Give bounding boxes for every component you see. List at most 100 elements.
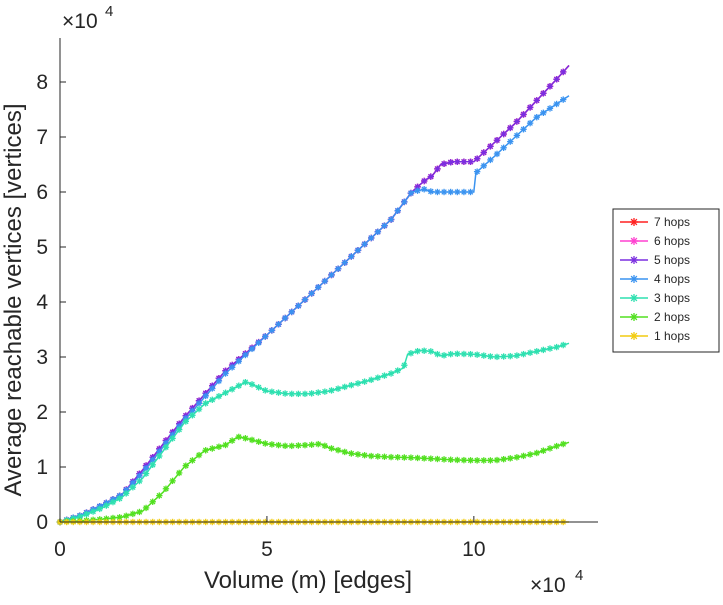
data-point — [493, 150, 501, 158]
x-ticks: 0 5 10 — [54, 516, 486, 561]
data-point — [149, 498, 156, 505]
legend-swatch-marker — [630, 275, 638, 283]
data-point — [427, 188, 435, 195]
data-point — [308, 441, 315, 448]
legend-label: 4 hops — [654, 272, 690, 286]
data-point — [493, 136, 501, 144]
data-point — [374, 228, 382, 236]
data-point — [275, 389, 282, 396]
data-point — [460, 158, 468, 165]
legend-swatch-marker — [630, 218, 638, 226]
data-point — [447, 350, 454, 358]
data-point — [540, 346, 547, 354]
data-point — [414, 454, 421, 462]
data-point — [401, 454, 408, 461]
data-point — [89, 508, 97, 515]
data-point — [321, 277, 329, 285]
data-point — [394, 454, 401, 461]
data-point — [341, 259, 348, 266]
data-point — [454, 456, 461, 464]
data-point — [215, 443, 223, 450]
data-point — [222, 441, 229, 449]
data-point — [493, 353, 501, 361]
data-point — [427, 348, 435, 355]
data-point — [553, 100, 560, 108]
data-point — [460, 456, 468, 464]
data-point — [401, 198, 408, 206]
legend-swatch-marker — [630, 332, 638, 340]
data-point — [195, 405, 203, 413]
data-point — [301, 390, 309, 398]
data-point — [215, 377, 223, 385]
data-point — [248, 436, 256, 444]
x-multiplier: ×10 4 — [530, 567, 583, 597]
data-point — [228, 364, 236, 371]
data-point — [255, 339, 262, 346]
data-point — [301, 441, 309, 449]
data-point — [480, 162, 487, 169]
data-point — [288, 308, 295, 316]
data-point — [195, 451, 203, 459]
data-point — [301, 296, 309, 303]
data-point — [407, 350, 415, 357]
y-ticks: 0 1 2 3 4 5 6 7 8 — [36, 71, 66, 534]
data-point — [560, 68, 567, 76]
data-point — [454, 158, 461, 165]
data-point — [268, 327, 276, 334]
data-point — [394, 207, 401, 214]
x-tick-label: 0 — [54, 538, 66, 561]
data-point — [526, 349, 534, 356]
data-point — [553, 76, 560, 83]
data-point — [368, 234, 375, 242]
data-point — [507, 138, 514, 145]
data-point — [295, 390, 302, 398]
data-point — [546, 445, 554, 452]
data-point — [387, 216, 395, 223]
data-point — [156, 492, 163, 499]
series-markers-5-hops — [56, 68, 567, 526]
data-point — [262, 333, 269, 340]
data-point — [447, 456, 454, 463]
legend-label: 5 hops — [654, 253, 690, 267]
y-multiplier: ×10 4 — [62, 3, 113, 33]
data-point — [341, 448, 348, 456]
y-tick-label: 7 — [36, 126, 48, 149]
data-point — [420, 186, 428, 193]
data-point — [328, 445, 335, 452]
data-point — [142, 470, 150, 477]
data-point — [228, 386, 236, 393]
data-point — [487, 457, 494, 464]
data-point — [454, 188, 461, 196]
data-point — [235, 382, 242, 389]
x-tick-label: 5 — [261, 538, 273, 561]
data-point — [507, 352, 514, 360]
data-point — [387, 453, 395, 461]
data-point — [440, 456, 448, 463]
data-point — [162, 444, 170, 451]
data-point — [169, 477, 176, 485]
legend-label: 6 hops — [654, 234, 690, 248]
data-point — [189, 412, 196, 419]
data-point — [394, 367, 401, 374]
data-point — [162, 485, 170, 492]
series-markers-3-hops — [56, 341, 567, 526]
series-markers-7-hops — [56, 68, 567, 526]
data-point — [407, 454, 415, 461]
data-point — [315, 284, 322, 291]
data-point — [560, 96, 567, 103]
data-point — [467, 457, 474, 464]
data-point — [129, 510, 137, 518]
x-multiplier-base: ×10 — [530, 574, 566, 597]
data-point — [262, 387, 269, 394]
data-point — [354, 247, 362, 254]
data-point — [500, 130, 507, 138]
data-point — [520, 452, 527, 460]
data-point — [533, 97, 540, 104]
data-point — [447, 159, 454, 166]
data-point — [248, 381, 256, 388]
data-point — [480, 149, 487, 156]
legend-entry: 2 hops — [620, 310, 690, 324]
data-point — [334, 265, 342, 272]
legend-swatch-marker — [630, 313, 638, 321]
data-point — [308, 390, 315, 397]
